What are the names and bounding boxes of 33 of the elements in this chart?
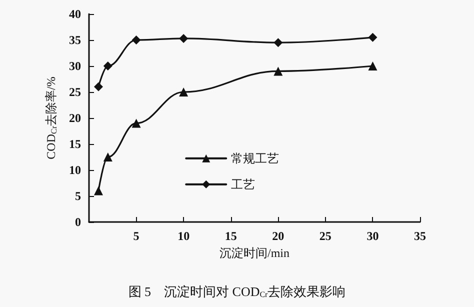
x-tick-label: 25 (319, 229, 332, 243)
y-tick-label: 40 (69, 7, 81, 21)
point (103, 152, 112, 162)
point (132, 118, 141, 128)
y-tick-label: 25 (69, 85, 81, 99)
point (94, 186, 103, 196)
y-tick-label: 15 (69, 137, 81, 151)
point (179, 34, 188, 43)
y-axis-title: CODCr去除率/% (44, 76, 59, 160)
x-tick-label: 20 (272, 229, 284, 243)
y-tick-label: 0 (75, 215, 81, 229)
y-tick-label: 10 (69, 163, 81, 177)
x-axis-title: 沉淀时间/min (219, 246, 290, 260)
point (274, 38, 283, 48)
point (94, 82, 103, 92)
point (132, 36, 141, 44)
y-tick-label: 5 (75, 189, 81, 203)
point (274, 66, 283, 76)
point (103, 62, 112, 70)
point (368, 32, 378, 42)
y-tick-label: 30 (69, 59, 81, 73)
point (368, 62, 378, 70)
y-tick-label: 20 (69, 111, 81, 125)
x-tick-label: 15 (224, 229, 237, 243)
text: 图 5 沉淀时间对 CODCr去除效果影响 (128, 284, 346, 299)
x-tick-label: 10 (178, 229, 190, 243)
x-tick-label: 30 (366, 229, 379, 243)
x-tick-label: 5 (133, 229, 140, 243)
y-tick-label: 35 (69, 33, 81, 47)
legend-label: 常规工艺 (231, 151, 280, 166)
point (179, 88, 188, 96)
legend-label: 工艺 (231, 177, 256, 192)
x-tick-label: 35 (414, 229, 426, 243)
